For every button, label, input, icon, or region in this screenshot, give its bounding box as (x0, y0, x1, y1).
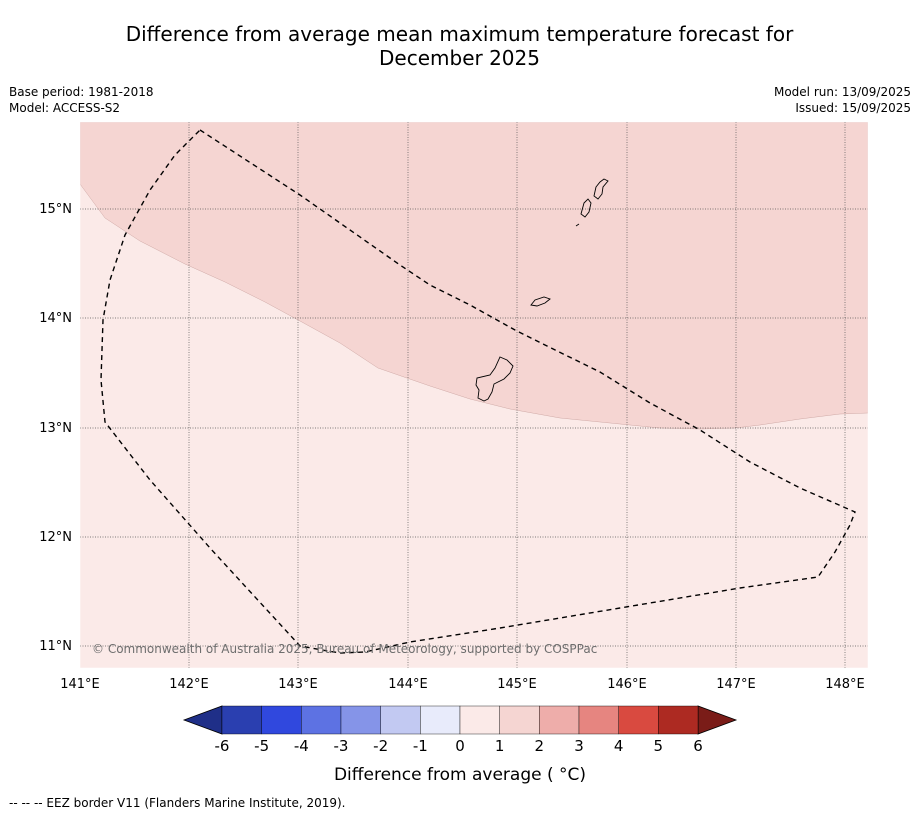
lon-label: 147°E (716, 677, 756, 692)
map-frame (79, 121, 869, 669)
colorbar-tick-label: -3 (334, 737, 349, 755)
lon-label: 148°E (825, 677, 865, 692)
lon-label: 143°E (278, 677, 318, 692)
lat-label: 14°N (39, 311, 72, 326)
eez-border (100, 129, 856, 654)
colorbar-tick-label: 3 (574, 737, 584, 755)
lat-label: 12°N (39, 530, 72, 545)
colorbar-tick-label: -4 (294, 737, 309, 755)
colorbar-tick-label: 2 (535, 737, 545, 755)
issued-date: Issued: 15/09/2025 (795, 101, 911, 115)
lat-label: 13°N (39, 421, 72, 436)
colorbar-tick-label: 4 (614, 737, 624, 755)
colorbar-tick-label: 0 (455, 737, 465, 755)
colorbar-cell (340, 705, 381, 735)
island-tinian (580, 198, 592, 218)
island-rota (530, 296, 551, 307)
eez-footnote: -- -- -- EEZ border V11 (Flanders Marine… (9, 796, 346, 810)
copyright-notice: © Commonwealth of Australia 2025, Bureau… (92, 642, 597, 656)
lon-label: 144°E (388, 677, 428, 692)
colorbar-cell (618, 705, 659, 735)
colorbar-tick-label: 5 (654, 737, 664, 755)
island-saipan (593, 178, 609, 200)
island-guam (475, 356, 514, 402)
colorbar: -6 -5 -4 -3 -2 -1 0 1 2 3 4 5 6 (182, 705, 738, 755)
lon-label: 142°E (169, 677, 209, 692)
colorbar-tick-label: 6 (693, 737, 703, 755)
base-period: Base period: 1981-2018 (9, 85, 154, 99)
colorbar-cell (499, 705, 540, 735)
colorbar-cell (261, 705, 302, 735)
colorbar-under-triangle (182, 705, 223, 735)
colorbar-tick-label: 1 (495, 737, 505, 755)
colorbar-cell (420, 705, 461, 735)
map-regions (80, 122, 868, 668)
lon-label: 146°E (607, 677, 647, 692)
lon-label: 141°E (60, 677, 100, 692)
model-name: Model: ACCESS-S2 (9, 101, 121, 115)
lat-label: 15°N (39, 202, 72, 217)
colorbar-cell (459, 705, 500, 735)
colorbar-tick-label: -2 (373, 737, 388, 755)
graticule (80, 122, 868, 668)
title-line-2: December 2025 (379, 46, 540, 70)
lon-labels: 141°E 142°E 143°E 144°E 145°E 146°E 147°… (60, 677, 865, 692)
colorbar-tick-label: -1 (413, 737, 428, 755)
colorbar-over-triangle (697, 705, 738, 735)
colorbar-tick-label: -6 (215, 737, 230, 755)
lat-labels: 15°N 14°N 13°N 12°N 11°N (39, 202, 72, 654)
region-1-to-2 (80, 122, 868, 430)
colorbar-cell (380, 705, 421, 735)
meta-right: Model run: 13/09/2025 Issued: 15/09/2025 (774, 84, 911, 116)
colorbar-cell (221, 705, 262, 735)
island-aguijan (575, 223, 580, 227)
colorbar-cell (539, 705, 580, 735)
colorbar-tick-label: -5 (254, 737, 269, 755)
colorbar-cell (658, 705, 699, 735)
meta-left: Base period: 1981-2018 Model: ACCESS-S2 (9, 84, 154, 116)
colorbar-label: Difference from average ( °C) (334, 765, 586, 785)
model-run: Model run: 13/09/2025 (773, 85, 911, 99)
lon-label: 145°E (497, 677, 537, 692)
title-line-1: Difference from average mean maximum tem… (125, 22, 794, 46)
colorbar-cell (301, 705, 342, 735)
lat-label: 11°N (39, 639, 72, 654)
map-title: Difference from average mean maximum tem… (0, 22, 919, 70)
islands (475, 178, 609, 402)
colorbar-cell (578, 705, 619, 735)
